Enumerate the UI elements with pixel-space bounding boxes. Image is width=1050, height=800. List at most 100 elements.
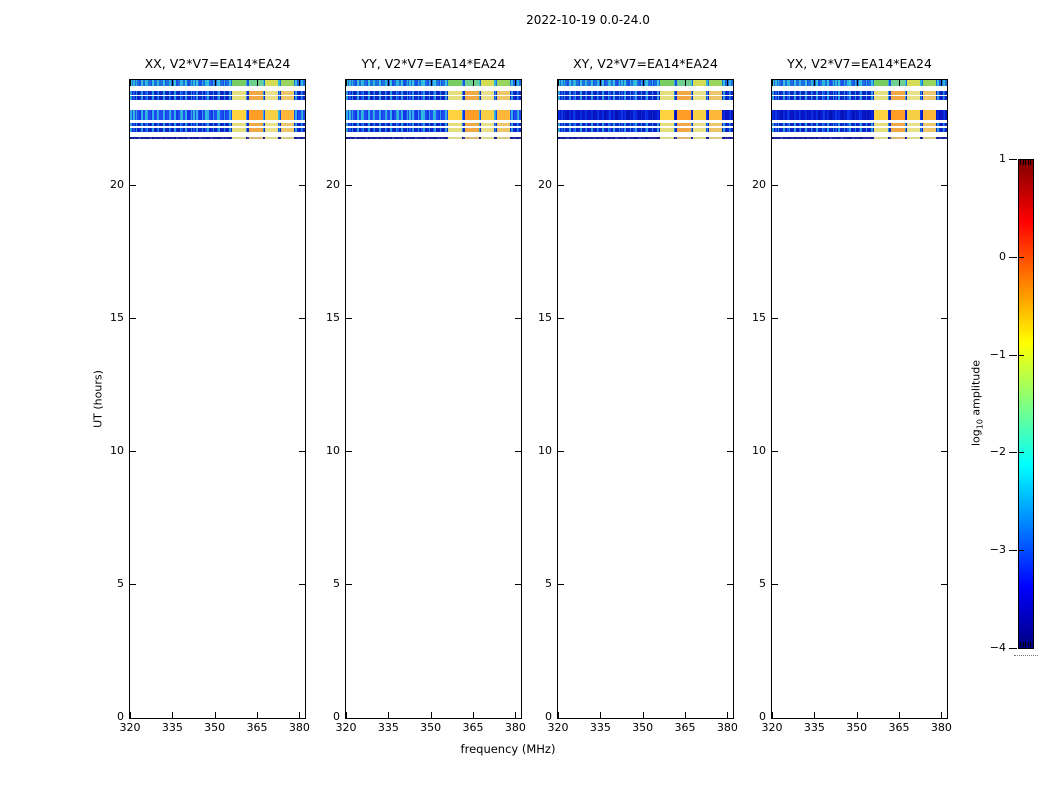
y-tick-label: 0 <box>333 710 340 723</box>
spectrum-patch <box>497 137 510 140</box>
spectrum-patch <box>464 127 479 133</box>
y-tick-mark <box>130 185 136 187</box>
spectrum-patch <box>659 137 674 140</box>
panel-title-xx: XX, V2*V7=EA14*EA24 <box>144 56 291 71</box>
spectrum-patch <box>873 96 888 101</box>
spectrum-patch <box>659 91 674 96</box>
spectrum-patch <box>693 91 707 96</box>
spectrum-patch <box>497 91 510 96</box>
x-tick-mark <box>558 712 559 718</box>
spectrum-patch <box>464 137 479 140</box>
colorbar-tick-mark <box>1009 550 1017 552</box>
x-tick-mark <box>430 712 432 718</box>
spectrum-patch <box>447 137 462 140</box>
spectrum-patch <box>464 80 479 87</box>
spectrum-patch <box>709 137 722 140</box>
colorbar-minor-tick <box>1030 160 1031 165</box>
x-tick-label: 365 <box>674 721 696 734</box>
colorbar-minor-tick <box>1022 160 1024 165</box>
y-tick-label: 5 <box>545 577 552 591</box>
y-tick-mark <box>558 185 564 187</box>
x-tick-mark <box>346 712 347 718</box>
spectrum-patch <box>923 109 936 120</box>
x-tick-mark <box>172 712 174 718</box>
spectrum-patch <box>248 80 263 87</box>
spectrum-patch <box>281 109 294 120</box>
spectrum-patch <box>265 91 279 96</box>
spectrum-patch <box>890 127 905 133</box>
spectrum-patch <box>709 122 722 127</box>
spectrum-patch <box>890 109 905 120</box>
x-tick-mark <box>642 80 644 86</box>
spectrum-patch <box>481 91 495 96</box>
spectrum-stripe <box>346 80 521 87</box>
spectrum-patch <box>464 91 479 96</box>
x-tick-mark <box>214 712 216 718</box>
spectrum-patch <box>923 96 936 101</box>
spectrum-patch <box>464 122 479 127</box>
spectrum-patch <box>923 91 936 96</box>
spectrum-patch <box>873 127 888 133</box>
x-tick-label: 380 <box>716 721 738 734</box>
spectrum-patch <box>693 127 707 133</box>
spectrum-patch <box>281 91 294 96</box>
x-tick-mark <box>685 80 687 86</box>
colorbar-minor-tick <box>1027 160 1029 165</box>
colorbar-tick-label: −4 <box>989 641 1006 654</box>
spectrum-patch <box>231 80 246 87</box>
colorbar-minor-tick <box>1025 160 1026 165</box>
spectrum-patch <box>890 96 905 101</box>
spectrum-patch <box>497 109 510 120</box>
y-tick-mark <box>558 318 564 320</box>
y-tick-mark <box>772 318 778 320</box>
y-tick-mark <box>727 318 733 320</box>
spectrum-patch <box>481 96 495 101</box>
panel-xy <box>557 79 734 719</box>
spectrum-patch <box>676 122 691 127</box>
y-tick-mark <box>727 451 733 453</box>
x-tick-label: 350 <box>420 721 442 734</box>
y-tick-label: 20 <box>326 178 340 192</box>
spectrum-patch <box>676 137 691 140</box>
x-tick-label: 365 <box>246 721 268 734</box>
spectrum-patch <box>481 127 495 133</box>
spectrum-patch <box>890 122 905 127</box>
x-tick-mark <box>130 712 131 718</box>
y-tick-label: 15 <box>326 311 340 325</box>
y-tick-label: 15 <box>538 311 552 325</box>
x-tick-label: 350 <box>632 721 654 734</box>
spectrum-stripe <box>346 122 521 127</box>
y-tick-mark <box>299 185 305 187</box>
y-tick-mark <box>558 451 564 453</box>
colorbar-tick-mark <box>1019 354 1024 356</box>
spectrum-patch <box>709 109 722 120</box>
spectrum-patch <box>659 122 674 127</box>
spectrum-stripe <box>346 96 521 101</box>
spectrum-patch <box>231 122 246 127</box>
spectrum-patch <box>248 109 263 120</box>
x-tick-mark <box>899 80 901 86</box>
y-tick-mark <box>772 185 778 187</box>
spectrum-patch <box>676 127 691 133</box>
colorbar-tick-label: −3 <box>989 543 1006 557</box>
x-tick-mark <box>473 712 475 718</box>
spectrum-patch <box>447 91 462 96</box>
colorbar-tick-mark <box>1009 452 1017 454</box>
y-tick-mark <box>941 584 947 586</box>
spectrum-patch <box>676 80 691 87</box>
x-tick-label: 350 <box>846 721 868 734</box>
x-tick-mark <box>600 712 602 718</box>
x-tick-mark <box>388 80 390 86</box>
spectrum-patch <box>265 109 279 120</box>
spectrum-patch <box>693 80 707 87</box>
spectrum-patch <box>873 80 888 87</box>
colorbar-minor-tick <box>1025 642 1026 647</box>
y-tick-label: 0 <box>117 710 124 723</box>
colorbar-minor-tick <box>1022 642 1024 647</box>
spectrum-patch <box>447 122 462 127</box>
spectrum-patch <box>890 91 905 96</box>
spectrum-patch <box>676 96 691 101</box>
spectrum-patch <box>248 137 263 140</box>
x-tick-mark <box>558 80 559 86</box>
y-tick-label: 0 <box>759 710 766 723</box>
